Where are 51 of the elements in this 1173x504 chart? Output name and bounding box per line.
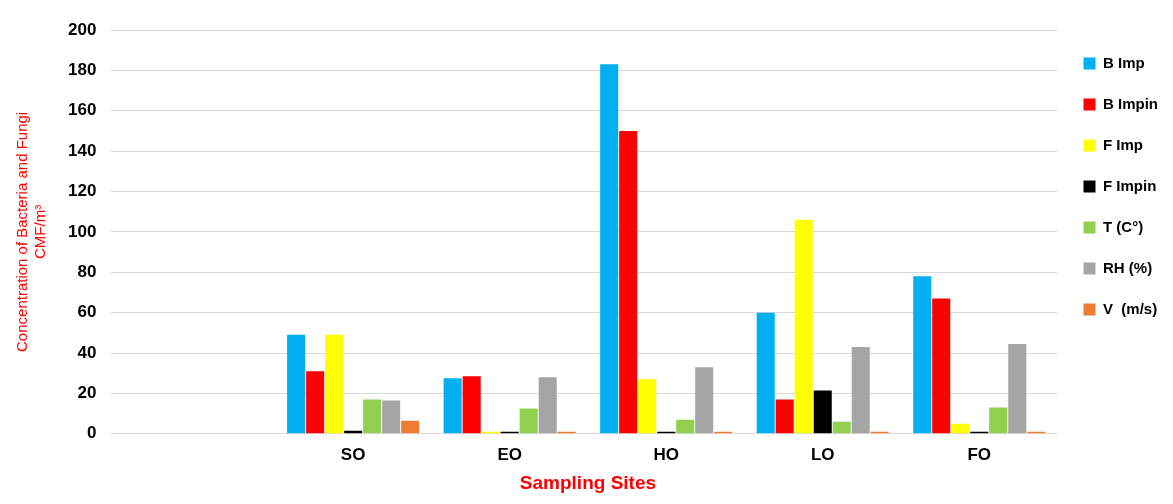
legend-label: V (m/s) [1103, 299, 1158, 317]
bar [832, 421, 851, 434]
bar [401, 420, 420, 434]
bar [619, 130, 638, 434]
legend-label: F Imp [1103, 135, 1143, 153]
y-tick-label: 120 [67, 181, 97, 201]
y-tick-label: 20 [77, 383, 97, 403]
bar [538, 377, 557, 434]
bar [638, 379, 657, 434]
legend-label: T (C°) [1103, 217, 1144, 235]
bar [600, 64, 619, 434]
y-tick-label: 40 [77, 342, 97, 362]
x-tick-label: HO [653, 444, 679, 464]
bar [287, 334, 306, 434]
bar [325, 334, 344, 434]
bar [913, 276, 932, 434]
y-tick-label: 160 [67, 100, 97, 120]
bar [306, 371, 325, 434]
y-tick-label: 180 [67, 60, 97, 80]
bar [756, 312, 775, 434]
x-tick-label: EO [497, 444, 522, 464]
y-tick-label: 80 [77, 261, 97, 281]
bar [462, 376, 481, 434]
legend-label: F Impin [1103, 176, 1157, 194]
bar [363, 399, 382, 434]
bar [443, 378, 462, 434]
bar [951, 423, 970, 434]
legend-label: B Imp [1103, 53, 1145, 71]
bar [932, 298, 951, 434]
bar [851, 346, 870, 434]
legend-label: B Impin [1103, 94, 1158, 112]
bar [989, 407, 1008, 434]
bar [382, 400, 401, 434]
y-tick-label: 60 [77, 302, 97, 322]
bar [695, 367, 714, 434]
bar [1008, 343, 1027, 434]
bar [813, 390, 832, 434]
bar [519, 408, 538, 434]
x-axis-title: Sampling Sites [519, 471, 657, 493]
bar [794, 219, 813, 434]
bar [676, 419, 695, 434]
x-tick-label: SO [340, 444, 366, 464]
y-tick-label: 100 [67, 221, 97, 241]
x-tick-label: LO [810, 444, 835, 464]
y-tick-label: 200 [67, 19, 97, 39]
legend-label: RH (%) [1103, 258, 1153, 276]
y-axis-title: Concentration of Bacteria and Fungi CMF/m³ [13, 111, 49, 352]
y-tick-label: 0 [86, 423, 97, 443]
y-tick-label: 140 [67, 140, 97, 160]
bar [775, 399, 794, 434]
x-tick-label: FO [967, 444, 992, 464]
